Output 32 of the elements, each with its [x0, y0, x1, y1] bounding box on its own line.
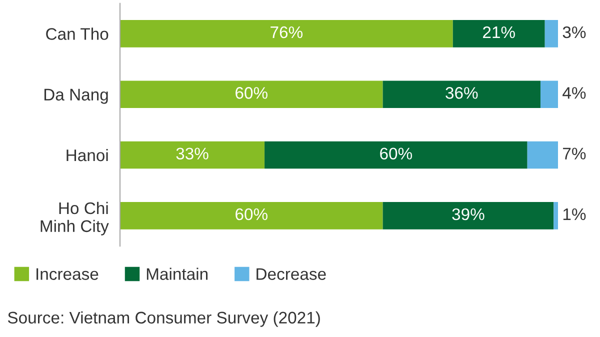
data-label: 33% [176, 148, 208, 160]
data-label: 76% [270, 26, 303, 38]
data-label: 3% [562, 26, 586, 38]
bar [120, 202, 383, 230]
data-label: 4% [562, 87, 586, 99]
data-label: 36% [446, 87, 478, 99]
data-label: 21% [483, 26, 515, 38]
bar [544, 20, 558, 48]
bar [264, 141, 528, 169]
data-label: 60% [236, 208, 268, 220]
data-label: 60% [236, 87, 268, 99]
data-label: 60% [380, 148, 412, 160]
y-tick-label: Da Nang [44, 88, 108, 104]
legend-label: Decrease [256, 268, 326, 280]
bar [120, 80, 383, 108]
bar [452, 20, 545, 48]
bar [120, 141, 265, 169]
data-label: 7% [563, 148, 586, 160]
bar [382, 80, 540, 108]
bar [554, 202, 558, 230]
legend-label: Maintain [146, 268, 208, 280]
data-label: 1% [563, 208, 586, 220]
source-note: Source: Vietnam Consumer Survey (2021) [8, 311, 320, 327]
legend-label: Increase [36, 268, 98, 280]
bar [527, 141, 558, 169]
bar [382, 202, 554, 230]
bar [540, 80, 558, 108]
y-tick-label: Ho Chi Minh City [40, 202, 109, 236]
data-label: 39% [452, 208, 484, 220]
y-tick-label: Hanoi [66, 148, 108, 162]
y-tick-label: Can Tho [46, 28, 108, 40]
bar [120, 20, 453, 48]
